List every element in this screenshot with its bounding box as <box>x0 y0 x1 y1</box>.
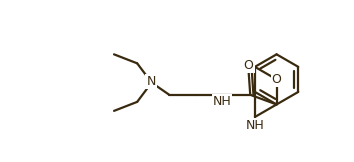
Text: NH: NH <box>246 119 264 132</box>
Text: O: O <box>272 73 281 86</box>
Text: O: O <box>244 59 253 72</box>
Text: NH: NH <box>213 95 232 108</box>
Text: N: N <box>146 75 156 88</box>
